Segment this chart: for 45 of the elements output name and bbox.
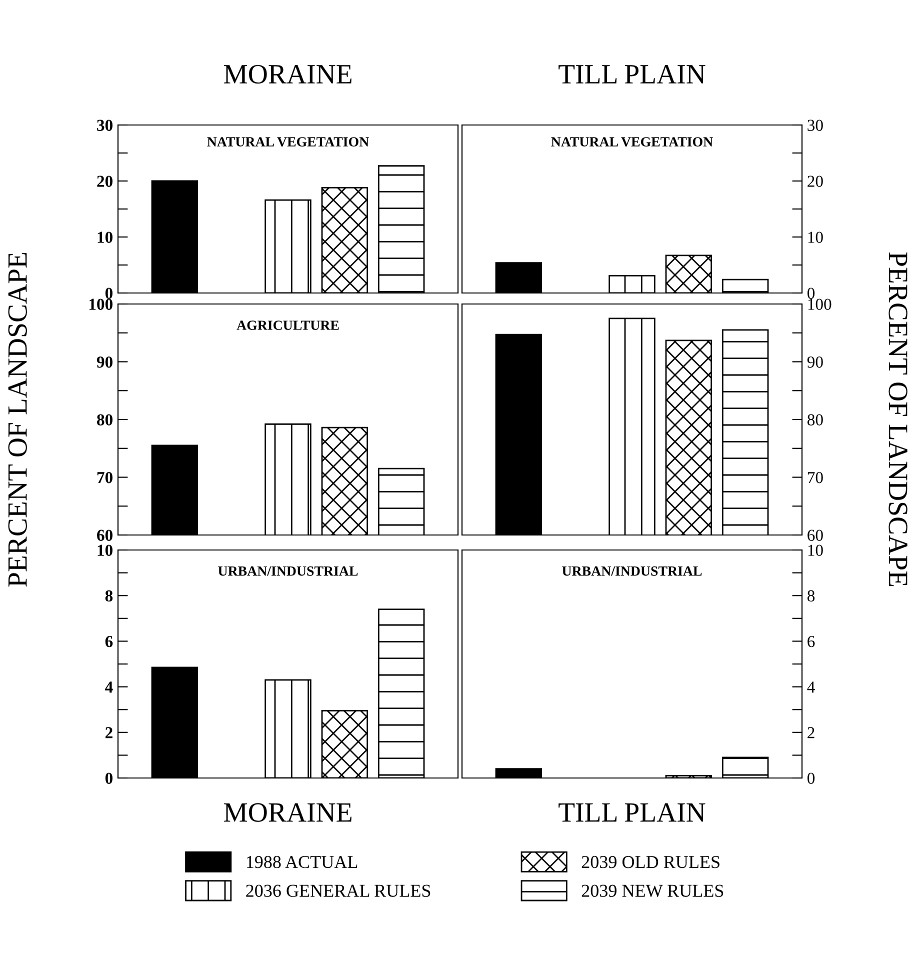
y2-tick-label: 8: [807, 590, 815, 602]
text: NATURAL VEGETATION: [207, 137, 369, 147]
legend-label: 2039 OLD RULES: [582, 856, 720, 868]
y2-tick-label: 0: [807, 772, 815, 784]
x-axis-title: TILL PLAIN: [558, 803, 706, 822]
legend-label: 2039 NEW RULES: [582, 884, 724, 897]
legend-label: 1988 ACTUAL: [246, 856, 358, 868]
y2-tick-label: 6: [808, 636, 815, 648]
y-tick-label: 2: [106, 727, 112, 738]
y2-tick-label: 20: [808, 176, 823, 187]
y-tick-label: 90: [96, 356, 113, 368]
y-tick-label: 8: [105, 590, 113, 602]
y-tick-label: 0: [105, 288, 113, 299]
y-tick-label: 70: [97, 472, 113, 484]
text: AGRICULTURE: [236, 320, 339, 330]
y-tick-label: 10: [98, 232, 113, 243]
chart-title: TILL PLAIN: [558, 64, 706, 84]
y-axis-title: PERCENT OF LANDSCAPE: [8, 252, 27, 587]
y-tick-label: 10: [98, 544, 113, 556]
text: NATURAL VEGETATION: [551, 137, 713, 147]
y-tick-label: 4: [105, 682, 113, 693]
y2-axis-title: PERCENT OF LANDSCAPE: [888, 252, 908, 586]
y2-tick-label: 0: [807, 288, 815, 299]
y-tick-label: 0: [105, 772, 113, 784]
y-tick-label: 60: [97, 530, 113, 541]
y-tick-label: 80: [97, 414, 113, 426]
y-tick-label: 100: [89, 298, 113, 310]
y2-tick-label: 90: [807, 356, 823, 368]
y2-tick-label: 10: [808, 232, 823, 243]
y-tick-label: 30: [97, 120, 113, 131]
chart-title: MORAINE: [224, 64, 352, 84]
y2-tick-label: 4: [807, 682, 815, 693]
text: URBAN/INDUSTRIAL: [562, 566, 702, 576]
y2-tick-label: 30: [808, 120, 823, 131]
legend-label: 2036 GENERAL RULES: [246, 884, 430, 897]
text: URBAN/INDUSTRIAL: [218, 566, 358, 576]
y-tick-label: 20: [97, 176, 113, 187]
y2-tick-label: 2: [808, 727, 814, 738]
y2-tick-label: 10: [808, 544, 823, 556]
y2-tick-label: 100: [808, 298, 832, 310]
y2-tick-label: 80: [807, 414, 823, 426]
y2-tick-label: 60: [808, 530, 823, 541]
y-tick-label: 6: [105, 636, 113, 648]
y2-tick-label: 70: [808, 472, 823, 484]
x-axis-title: MORAINE: [224, 803, 352, 822]
